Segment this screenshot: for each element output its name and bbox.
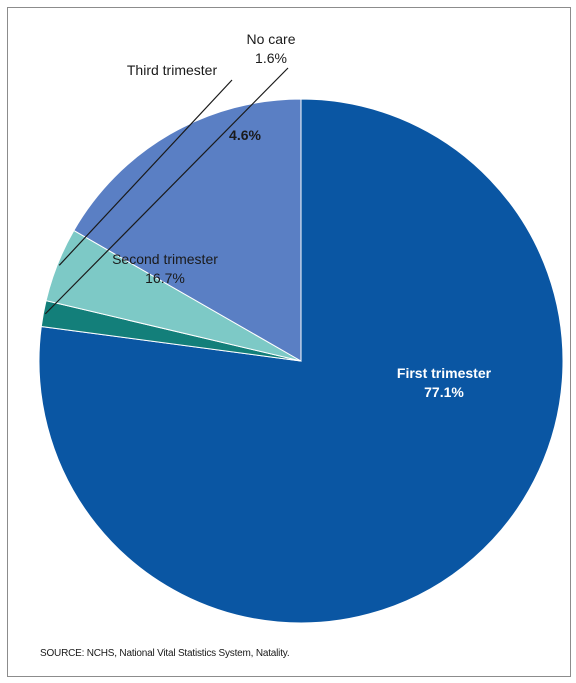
slice-label-first-trimester: First trimester xyxy=(397,365,492,381)
slice-label-second-trimester: Second trimester xyxy=(112,251,218,267)
slice-value-no-care: 1.6% xyxy=(255,50,287,66)
slice-value-second-trimester: 16.7% xyxy=(145,270,185,286)
leader-line-no-care xyxy=(44,67,289,315)
leader-line-third-trimester xyxy=(58,79,233,266)
slice-value-third-trimester: 4.6% xyxy=(229,127,261,143)
source-note: SOURCE: NCHS, National Vital Statistics … xyxy=(40,648,290,659)
leader-lines xyxy=(44,67,289,315)
slice-value-first-trimester: 77.1% xyxy=(424,384,464,400)
slice-label-third-trimester: Third trimester xyxy=(127,62,218,78)
slice-label-no-care: No care xyxy=(246,31,295,47)
pie-slices xyxy=(38,98,564,624)
pie-slice-second-trimester xyxy=(73,98,302,362)
